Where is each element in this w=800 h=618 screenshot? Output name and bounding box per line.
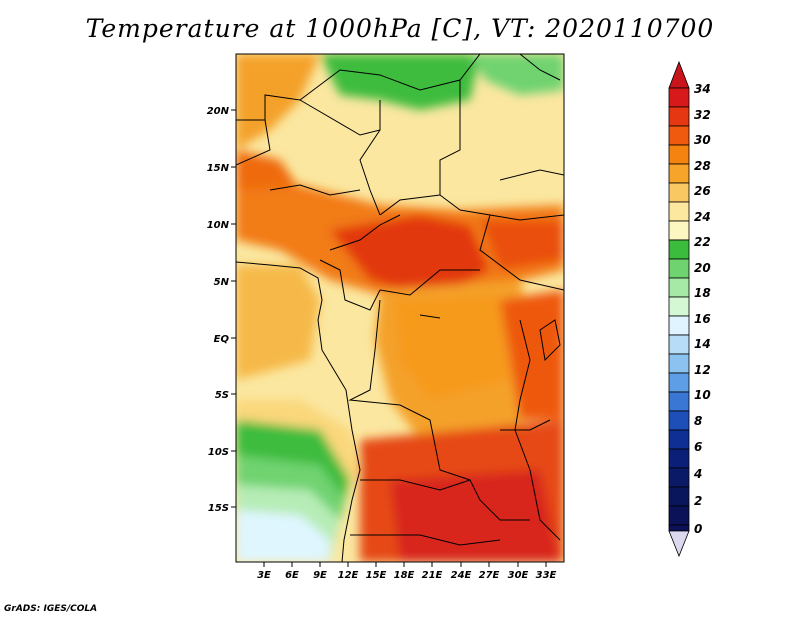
lon-label: 27E (479, 570, 500, 581)
colorbar-box (668, 258, 690, 279)
colorbar-box (668, 182, 690, 203)
colorbar-box (668, 486, 690, 507)
colorbar-label: 4 (693, 467, 702, 481)
lat-label: 10N (207, 220, 230, 231)
colorbar-label: 0 (694, 522, 702, 536)
colorbar-box (668, 467, 690, 488)
colorbar-label: 18 (694, 286, 711, 300)
lon-label: 15E (366, 570, 387, 581)
lat-label: EQ (214, 334, 230, 345)
lon-label: 24E (451, 570, 472, 581)
coastlines-borders (236, 54, 564, 562)
lat-ticks (231, 109, 236, 508)
lat-label: 5S (215, 390, 229, 401)
colorbar-label: 14 (694, 337, 711, 351)
colorbar-box (668, 144, 690, 165)
colorbar-box (668, 505, 690, 526)
lat-label: 20N (207, 106, 230, 117)
lon-label: 33E (536, 570, 557, 581)
colorbar-label: 24 (694, 210, 711, 224)
credit-text: GrADS: IGES/COLA (4, 604, 98, 614)
colorbar-bottom-arrow (668, 530, 690, 558)
colorbar-box (668, 239, 690, 260)
lon-label: 6E (285, 570, 299, 581)
map-frame (235, 53, 565, 563)
lon-labels: 3E 6E 9E 12E 15E 18E 21E 24E 27E 30E 33E (257, 570, 556, 581)
lon-label: 30E (508, 570, 529, 581)
colorbar-top-arrow (668, 60, 690, 89)
colorbar-label: 6 (694, 440, 702, 454)
colorbar-box (668, 87, 690, 108)
lat-labels: 20N 15N 10N 5N EQ 5S 10S 15S (207, 106, 230, 514)
colorbar-box (668, 429, 690, 450)
colorbar-box (668, 315, 690, 336)
colorbar (668, 60, 690, 558)
colorbar-label: 32 (694, 108, 711, 122)
lon-ticks (263, 562, 547, 567)
colorbar-label: 34 (694, 82, 711, 96)
colorbar-labels: 34 32 30 28 26 24 22 20 18 16 14 12 10 8… (693, 82, 711, 536)
colorbar-label: 30 (694, 133, 711, 147)
colorbar-label: 8 (694, 414, 702, 428)
colorbar-box (668, 296, 690, 317)
colorbar-box (668, 125, 690, 146)
map-title: Temperature at 1000hPa [C], VT: 20201107… (85, 14, 715, 43)
lat-label: 15N (207, 163, 230, 174)
colorbar-label: 16 (694, 312, 711, 326)
map-figure: 20N 15N 10N 5N EQ 5S 10S 15S 3E 6E 9E 12… (207, 53, 711, 581)
colorbar-box (668, 163, 690, 184)
colorbar-box (668, 277, 690, 298)
colorbar-box (668, 106, 690, 127)
lon-label: 9E (313, 570, 327, 581)
colorbar-label: 12 (694, 363, 711, 377)
colorbar-label: 26 (694, 184, 711, 198)
colorbar-label: 28 (694, 159, 711, 173)
lon-label: 12E (338, 570, 359, 581)
temperature-field (236, 54, 564, 562)
lon-label: 18E (394, 570, 415, 581)
colorbar-box (668, 448, 690, 469)
lat-label: 5N (214, 277, 230, 288)
colorbar-box (668, 334, 690, 355)
colorbar-box (668, 410, 690, 431)
colorbar-box (668, 372, 690, 393)
lat-label: 10S (208, 447, 229, 458)
colorbar-label: 20 (694, 261, 711, 275)
colorbar-box (668, 353, 690, 374)
colorbar-box (668, 220, 690, 241)
colorbar-box (668, 524, 690, 532)
colorbar-box (668, 391, 690, 412)
lon-label: 3E (257, 570, 271, 581)
colorbar-label: 22 (694, 235, 711, 249)
lon-label: 21E (422, 570, 443, 581)
lat-label: 15S (208, 503, 229, 514)
colorbar-box (668, 201, 690, 222)
colorbar-label: 2 (694, 494, 702, 508)
colorbar-label: 10 (694, 388, 711, 402)
